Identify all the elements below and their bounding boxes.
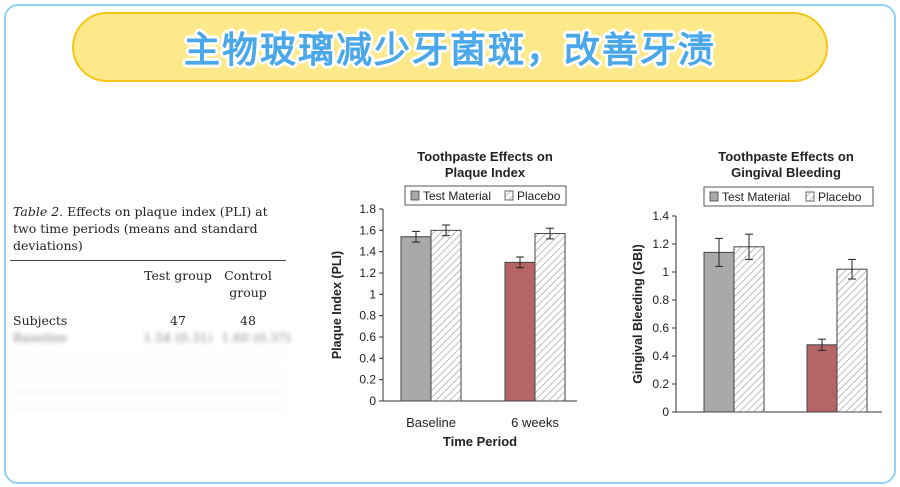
y-tick-label: 0 [369,394,376,408]
table-header: Test group Control group [10,261,286,313]
y-tick-label: 1.2 [359,266,376,280]
chart-legend: Test Material Placebo [703,186,874,207]
cell-control: 1.60 (0.37) [221,330,291,345]
legend-swatch [709,191,719,202]
bar [430,229,462,402]
x-tick-label: Baseline [406,415,456,430]
y-tick-label: 1 [662,265,669,279]
y-tick-label: 0.6 [359,330,376,344]
y-tick-label: 1.4 [652,209,669,223]
legend-box [404,185,567,206]
y-tick-label: 0.2 [359,373,376,387]
bar [400,236,432,402]
row-label: Baseline [13,330,67,345]
table-obscured-rows [10,347,286,413]
legend-swatch [805,191,815,202]
table-caption: Table 2. Effects on plaque index (PLI) a… [13,203,286,254]
cell-test: 1.54 (0.31) [143,330,213,345]
y-axis-label: Gingival Bleeding (GBI) [631,244,645,384]
y-tick-label: 1.6 [359,223,376,237]
y-tick-label: 1.8 [359,202,376,216]
bar [703,251,735,413]
bar [504,261,536,402]
y-tick-label: 0.8 [359,309,376,323]
y-tick-label: 0.4 [359,351,376,365]
row-label: Subjects [13,313,68,328]
cell-control: 48 [240,313,256,328]
y-tick-label: 1.4 [359,245,376,259]
bar [733,246,765,413]
legend-label: Test Material [423,189,491,203]
chart-title: Toothpaste Effects on [417,149,553,164]
chart-title: Toothpaste Effects on [718,149,854,164]
plaque-index-table: Table 2. Effects on plaque index (PLI) a… [10,203,291,413]
chart-legend: Test Material Placebo [404,185,567,206]
y-tick-label: 1.2 [652,237,669,251]
legend-swatch [504,190,514,201]
col-header-control: Control group [224,268,272,300]
chart-title: Gingival Bleeding [731,165,841,180]
legend-label: Placebo [818,190,862,204]
table-caption-text: Effects on plaque index (PLI) at two tim… [13,204,268,253]
y-tick-label: 0.6 [652,321,669,335]
y-tick-label: 1 [369,287,376,301]
legend-label: Test Material [722,190,790,204]
y-tick-label: 0 [662,405,669,419]
chart-title: Plaque Index [445,165,526,180]
legend-swatch [410,190,420,201]
legend-label: Placebo [517,189,561,203]
y-tick-label: 0.2 [652,377,669,391]
table-caption-label: Table 2. [13,204,64,219]
bar [534,233,566,402]
title-banner: 主物玻璃减少牙菌斑，改善牙渍 [72,12,828,82]
table-row: Subjects 47 48 [10,313,286,330]
col-header-test: Test group [144,268,212,283]
bar [836,268,868,413]
bar [806,344,838,413]
y-axis-label: Plaque Index (PLI) [330,251,344,359]
legend-box [703,186,874,207]
y-tick-label: 0.4 [652,349,669,363]
table-row: Baseline 1.54 (0.31) 1.60 (0.37) [10,330,291,347]
cell-test: 47 [170,313,186,328]
x-axis-label: Time Period [443,434,517,449]
y-tick-label: 0.8 [652,293,669,307]
table-rule [10,260,286,261]
x-tick-label: 6 weeks [511,415,559,430]
banner-title: 主物玻璃减少牙菌斑，改善牙渍 [183,30,716,71]
